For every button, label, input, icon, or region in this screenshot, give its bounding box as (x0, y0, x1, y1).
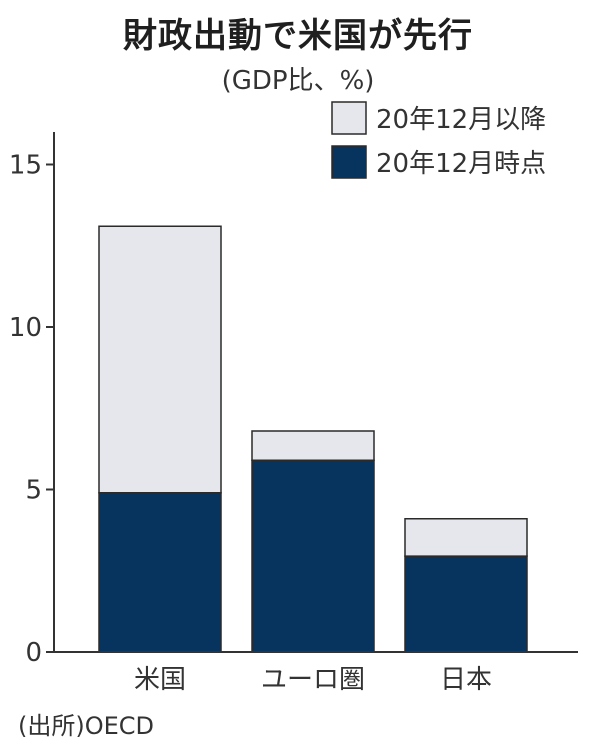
chart-subtitle: (GDP比、%) (221, 66, 375, 96)
y-tick-label: 5 (25, 476, 42, 506)
bar-at-0 (98, 492, 222, 653)
x-tick-label: 日本 (440, 665, 492, 695)
legend: 20年12月以降 20年12月時点 (331, 101, 546, 179)
bar-after-0 (98, 225, 222, 494)
bar-after-1 (251, 430, 375, 461)
bar-after-2 (404, 518, 528, 557)
y-tick-label: 0 (25, 638, 42, 668)
legend-label: 20年12月以降 (376, 105, 546, 135)
legend-label: 20年12月時点 (376, 149, 546, 179)
legend-swatch (331, 101, 367, 135)
x-tick-label: 米国 (134, 665, 186, 695)
x-tick-label: ユーロ圏 (261, 665, 365, 695)
y-tick-label: 10 (9, 313, 42, 343)
legend-swatch (331, 145, 367, 179)
bars (98, 225, 528, 653)
bar-at-1 (251, 459, 375, 653)
chart-title: 財政出動で米国が先行 (123, 16, 473, 56)
bar-at-2 (404, 555, 528, 653)
axes: 0 5 10 15 米国 ユーロ圏 日本 (9, 132, 578, 695)
source-note: (出所)OECD (18, 712, 155, 740)
y-tick-label: 15 (9, 151, 42, 181)
